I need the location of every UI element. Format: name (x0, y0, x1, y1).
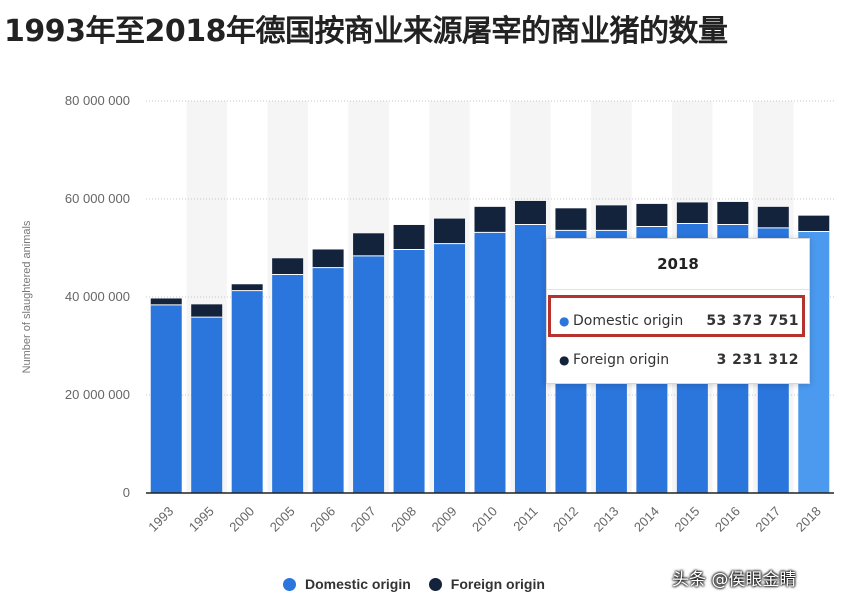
x-tick-label: 2008 (388, 504, 419, 535)
y-axis-label: Number of slaughtered animals (21, 220, 33, 373)
domestic-dot-icon: ● (559, 314, 570, 328)
chart-title: 1993年至2018年德国按商业来源屠宰的商业猪的数量 (4, 14, 728, 49)
tooltip-row-foreign: ● Foreign origin 3 231 312 (559, 348, 799, 372)
watermark: 头条 @侯眼金睛 (672, 570, 797, 590)
x-tick-label: 2010 (469, 504, 500, 535)
x-axis-ticks: 1993 1995 2000 2005 2006 2007 2008 2009 2010 2011… (145, 504, 824, 535)
bar-foreign-2000 (231, 284, 263, 291)
x-tick-label: 1995 (186, 504, 217, 535)
legend-label: Foreign origin (450, 576, 545, 592)
y-axis-ticks: 0 20 000 000 40 000 000 60 000 000 80 000 00… (65, 93, 130, 500)
x-tick-label: 1993 (145, 504, 176, 535)
x-tick-label: 2017 (752, 504, 783, 535)
tooltip-row-domestic: ● Domestic origin 53 373 751 (559, 309, 799, 333)
bar-foreign-2017 (757, 206, 789, 228)
highlight-box (548, 295, 805, 337)
legend-item-foreign[interactable]: Foreign origin (428, 576, 545, 592)
x-tick-label: 2015 (671, 504, 702, 535)
bar-foreign-1995 (191, 304, 223, 318)
bar-domestic-2008 (393, 249, 425, 493)
bar-foreign-2008 (393, 224, 425, 250)
data-tooltip: 2018 ● Domestic origin 53 373 751 ● Fore… (546, 238, 810, 384)
y-tick-label: 0 (123, 485, 130, 500)
bar-foreign-1993 (150, 298, 182, 305)
bar-domestic-2007 (353, 255, 385, 493)
bar-foreign-2016 (717, 201, 749, 225)
tooltip-value: 53 373 751 (706, 313, 799, 329)
legend-label: Domestic origin (305, 576, 411, 592)
bar-foreign-2013 (595, 205, 627, 231)
bar-domestic-1995 (191, 317, 223, 493)
x-tick-label: 2018 (793, 504, 824, 535)
tooltip-value: 3 231 312 (716, 352, 799, 368)
y-tick-label: 40 000 000 (65, 289, 130, 304)
tooltip-label: Foreign origin (573, 352, 670, 368)
bar-domestic-2006 (312, 267, 344, 493)
bar-foreign-2006 (312, 249, 344, 268)
bar-foreign-2015 (676, 202, 708, 224)
bar-domestic-1993 (150, 304, 182, 493)
x-tick-label: 2012 (550, 504, 581, 535)
bar-domestic-2000 (231, 290, 263, 493)
legend-swatch (283, 577, 296, 591)
x-tick-label: 2014 (631, 504, 662, 535)
y-tick-label: 20 000 000 (65, 387, 130, 402)
tooltip-label: Domestic origin (573, 313, 684, 329)
x-tick-label: 2005 (267, 504, 298, 535)
x-tick-label: 2006 (307, 504, 338, 535)
bar-domestic-2010 (474, 232, 506, 493)
bar-foreign-2005 (272, 258, 304, 275)
bar-foreign-2012 (555, 208, 587, 231)
x-tick-label: 2013 (590, 504, 621, 535)
bar-foreign-2010 (474, 206, 506, 233)
tooltip-divider (547, 289, 809, 290)
bar-foreign-2018 (798, 215, 830, 232)
bar-foreign-2014 (636, 203, 668, 227)
foreign-dot-icon: ● (559, 353, 570, 367)
bar-domestic-2005 (272, 274, 304, 493)
legend: Domestic origin Foreign origin (283, 576, 563, 592)
x-tick-label: 2011 (510, 504, 540, 534)
tooltip-year: 2018 (657, 255, 699, 273)
legend-swatch (428, 577, 442, 591)
bar-domestic-2011 (514, 224, 546, 494)
x-tick-label: 2000 (226, 504, 257, 535)
legend-item-domestic[interactable]: Domestic origin (283, 576, 411, 592)
x-tick-label: 2009 (429, 504, 460, 535)
y-tick-label: 80 000 000 (65, 93, 130, 108)
bar-foreign-2011 (514, 200, 546, 225)
bar-foreign-2009 (434, 218, 466, 244)
bar-domestic-2009 (434, 243, 466, 493)
bar-foreign-2007 (353, 233, 385, 256)
x-tick-label: 2016 (712, 504, 743, 535)
y-tick-label: 60 000 000 (65, 191, 130, 206)
x-tick-label: 2007 (348, 504, 379, 535)
